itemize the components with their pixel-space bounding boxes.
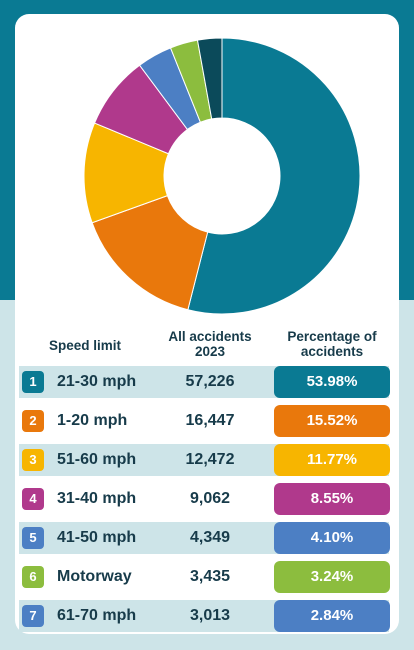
header-all-accidents: All accidents 2023	[168, 329, 252, 359]
rank-badge: 6	[22, 566, 44, 588]
accident-count: 9,062	[189, 490, 231, 507]
percentage-pill: 4.10%	[274, 522, 390, 554]
infographic-card: Speed limit All accidents 2023 Percentag…	[15, 14, 399, 634]
percentage-pill: 3.24%	[274, 561, 390, 593]
speed-limit-label: 41-50 mph	[57, 529, 137, 546]
rank-badge: 1	[22, 371, 44, 393]
rank-badge: 2	[22, 410, 44, 432]
speed-limit-label: Motorway	[57, 568, 132, 585]
table-header: Speed limit All accidents 2023 Percentag…	[15, 314, 399, 364]
accident-count: 3,435	[189, 568, 231, 585]
accident-count: 12,472	[185, 451, 235, 468]
percentage-pill: 2.84%	[274, 600, 390, 632]
speed-limit-label: 31-40 mph	[57, 490, 137, 507]
donut-slice-21-30-mph	[187, 37, 361, 314]
accident-count: 3,013	[189, 607, 231, 624]
accident-count: 4,349	[189, 529, 231, 546]
table-row: 3 51-60 mph 12,472 11.77%	[15, 444, 399, 476]
percentage-pill: 11.77%	[274, 444, 390, 476]
speed-limit-label: 51-60 mph	[57, 451, 137, 468]
donut-slice-1-20-mph	[91, 195, 209, 311]
speed-limit-label: 61-70 mph	[57, 607, 137, 624]
table-row: 2 1-20 mph 16,447 15.52%	[15, 405, 399, 437]
donut-slice-61-70-mph	[196, 37, 223, 120]
percentage-pill: 8.55%	[274, 483, 390, 515]
percentage-pill: 53.98%	[274, 366, 390, 398]
percentage-pill: 15.52%	[274, 405, 390, 437]
accident-count: 16,447	[185, 412, 235, 429]
header-speed-limit: Speed limit	[49, 338, 122, 353]
header-percentage: Percentage of accidents	[287, 329, 377, 359]
table-row: 4 31-40 mph 9,062 8.55%	[15, 483, 399, 515]
speed-limit-label: 1-20 mph	[57, 412, 128, 429]
table-row: 1 21-30 mph 57,226 53.98%	[15, 366, 399, 398]
table-row: 7 61-70 mph 3,013 2.84%	[15, 600, 399, 632]
accident-count: 57,226	[185, 373, 235, 390]
rank-badge: 4	[22, 488, 44, 510]
rank-badge: 5	[22, 527, 44, 549]
speed-limit-label: 21-30 mph	[57, 373, 137, 390]
donut-chart	[83, 37, 361, 314]
table-body: 1 21-30 mph 57,226 53.98% 2 1-20 mph 16,447 15.…	[15, 366, 399, 639]
table-row: 5 41-50 mph 4,349 4.10%	[15, 522, 399, 554]
table-row: 6 Motorway 3,435 3.24%	[15, 561, 399, 593]
rank-badge: 7	[22, 605, 44, 627]
rank-badge: 3	[22, 449, 44, 471]
